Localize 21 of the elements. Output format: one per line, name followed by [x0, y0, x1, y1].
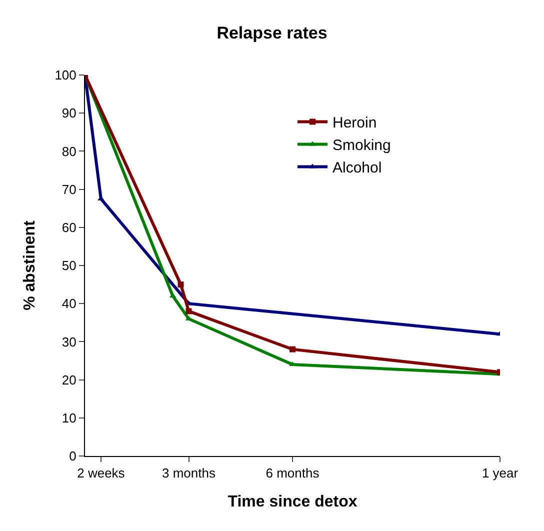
y-tick-label: 10 [62, 410, 76, 426]
chart-title: Relapse rates [216, 23, 328, 42]
x-tick-label: 1 year [482, 466, 519, 481]
y-tick-label: 20 [62, 372, 76, 388]
y-tick-label: 50 [62, 258, 76, 274]
y-tick-label: 70 [62, 182, 76, 197]
x-tick-label: 3 months [162, 466, 216, 481]
x-tick-label: 6 months [266, 466, 320, 481]
x-tick-label: 2 weeks [77, 466, 126, 481]
y-tick-label: 90 [62, 106, 76, 121]
y-tick-label: 0 [69, 448, 76, 464]
legend-label: Heroin [332, 114, 377, 132]
y-tick-label: 30 [62, 334, 76, 350]
x-axis-title: Time since detox [228, 493, 358, 510]
legend-label: Alcohol [332, 160, 382, 177]
y-tick-label: 100 [54, 68, 76, 83]
legend-label: Smoking [332, 137, 391, 154]
y-axis-title: % abstinent [22, 220, 39, 310]
y-tick-label: 80 [62, 144, 76, 159]
y-tick-label: 60 [62, 220, 76, 235]
y-tick-label: 40 [62, 296, 76, 312]
